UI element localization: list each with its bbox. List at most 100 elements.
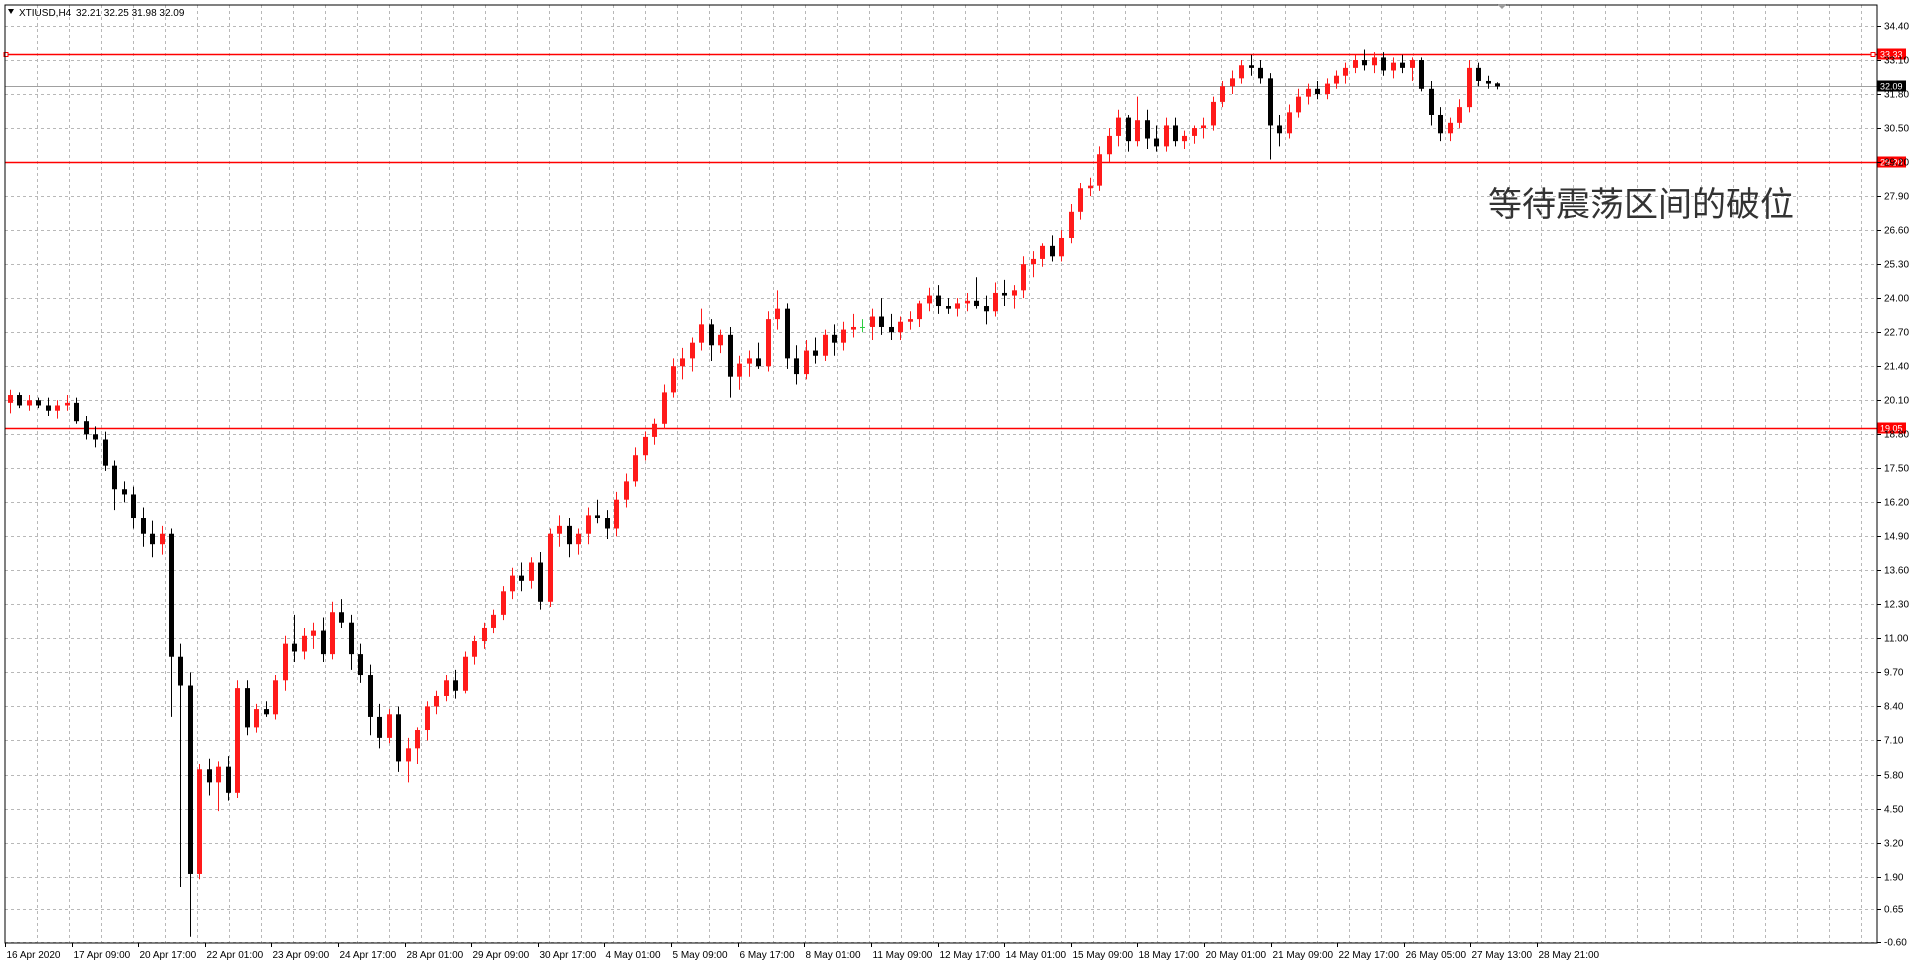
candle — [756, 342, 761, 369]
candle — [1201, 117, 1206, 139]
candle-body — [55, 405, 60, 411]
candle-body — [538, 562, 543, 602]
candle — [1306, 83, 1311, 105]
candle — [1381, 52, 1386, 76]
candle — [785, 303, 790, 369]
x-tick-label: 20 May 01:00 — [1206, 950, 1267, 961]
candle-body — [1258, 67, 1263, 79]
x-tick-label: 5 May 09:00 — [673, 950, 728, 961]
candle-body — [652, 423, 657, 437]
level-price-label: 19.05 — [1880, 424, 1903, 434]
candle-body — [1315, 88, 1320, 95]
candle — [178, 643, 183, 888]
candle-body — [1353, 60, 1358, 68]
candle — [889, 313, 894, 341]
candle-body — [1154, 138, 1159, 147]
candle-body — [1476, 67, 1481, 81]
candle — [93, 426, 98, 448]
candle — [1400, 54, 1405, 74]
candle — [27, 395, 32, 411]
candle — [709, 319, 714, 361]
y-tick-label: 16.20 — [1884, 498, 1909, 509]
dropdown-triangle-icon[interactable] — [8, 9, 14, 14]
y-tick-label: 9.70 — [1884, 668, 1904, 679]
candle — [1249, 54, 1254, 76]
candle-body — [1239, 65, 1244, 79]
candle — [1059, 230, 1064, 262]
candle-body — [1012, 290, 1017, 296]
candle-body — [1372, 57, 1377, 66]
candle — [1268, 73, 1273, 160]
candle-body — [993, 292, 998, 312]
candle — [1069, 203, 1074, 244]
candle-body — [1448, 122, 1453, 134]
candle-body — [690, 342, 695, 359]
candle-body — [1116, 117, 1121, 136]
candle-body — [813, 350, 818, 356]
candle-body — [1277, 125, 1282, 134]
candle — [321, 617, 326, 662]
candle-body — [501, 591, 506, 615]
candle — [84, 415, 89, 440]
y-tick-label: 29.20 — [1884, 158, 1909, 169]
candle-body — [254, 709, 259, 728]
x-tick-label: 15 May 09:00 — [1073, 950, 1134, 961]
candle — [1107, 128, 1112, 163]
candle-body — [1296, 96, 1301, 113]
candle — [510, 567, 515, 600]
candle-body — [226, 766, 231, 793]
candle — [841, 321, 846, 351]
y-tick-label: 18.80 — [1884, 430, 1909, 441]
candle — [1277, 114, 1282, 147]
level-handle-icon[interactable] — [3, 52, 9, 57]
candle — [671, 358, 676, 398]
candle-body — [1173, 125, 1178, 142]
candle-body — [434, 695, 439, 707]
candle — [879, 298, 884, 335]
candle — [1353, 54, 1358, 74]
candle — [197, 764, 202, 880]
candle-body — [1192, 128, 1197, 136]
candle — [898, 316, 903, 341]
axes — [4, 4, 1881, 947]
level-price-tag — [1877, 422, 1906, 434]
candle — [860, 319, 865, 333]
x-tick-label: 30 Apr 17:00 — [540, 950, 597, 961]
candle — [207, 758, 212, 796]
candle — [662, 384, 667, 430]
candle-body — [103, 439, 108, 466]
candle-body — [93, 434, 98, 440]
candle — [728, 326, 733, 398]
x-tick-label: 23 Apr 09:00 — [273, 950, 330, 961]
candle-body — [406, 748, 411, 762]
candle — [434, 690, 439, 715]
candle-body — [851, 326, 856, 330]
candle-body — [330, 612, 335, 655]
candle — [1116, 109, 1121, 147]
candle — [1258, 60, 1263, 84]
candle-body — [1306, 88, 1311, 97]
candle — [377, 703, 382, 749]
candle-body — [1495, 83, 1500, 87]
candle — [254, 703, 259, 733]
y-tick-label: 0.65 — [1884, 905, 1904, 916]
level-handle-icon[interactable] — [1870, 52, 1876, 57]
candle — [823, 329, 828, 361]
chart-shift-icon[interactable] — [1497, 4, 1507, 9]
symbol-label: XTIUSD,H4 — [19, 8, 72, 19]
candle — [1239, 60, 1244, 84]
candle-body — [1069, 211, 1074, 238]
candle — [292, 614, 297, 662]
candle — [1448, 117, 1453, 142]
y-tick-label: 8.40 — [1884, 702, 1904, 713]
candle — [1088, 177, 1093, 197]
candle — [245, 680, 250, 736]
candle — [358, 643, 363, 683]
candle-body — [1211, 101, 1216, 126]
candle-body — [946, 306, 951, 309]
candle-body — [169, 533, 174, 657]
candle — [1438, 107, 1443, 142]
x-tick-label: 17 Apr 09:00 — [74, 950, 131, 961]
